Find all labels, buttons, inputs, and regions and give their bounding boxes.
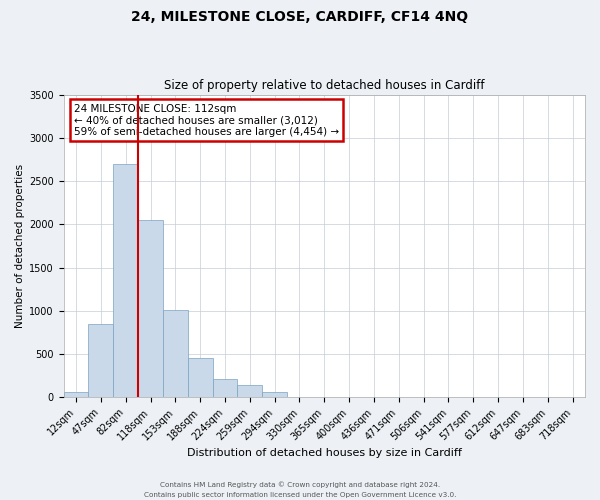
Bar — [212, 378, 238, 397]
Bar — [238, 384, 262, 397]
Text: Contains public sector information licensed under the Open Government Licence v3: Contains public sector information licen… — [144, 492, 456, 498]
Y-axis label: Number of detached properties: Number of detached properties — [15, 164, 25, 328]
Bar — [163, 310, 188, 397]
Bar — [262, 392, 287, 397]
Text: 24 MILESTONE CLOSE: 112sqm
← 40% of detached houses are smaller (3,012)
59% of s: 24 MILESTONE CLOSE: 112sqm ← 40% of deta… — [74, 104, 339, 137]
Title: Size of property relative to detached houses in Cardiff: Size of property relative to detached ho… — [164, 79, 485, 92]
Bar — [88, 324, 113, 397]
X-axis label: Distribution of detached houses by size in Cardiff: Distribution of detached houses by size … — [187, 448, 462, 458]
Bar — [188, 358, 212, 397]
Bar — [113, 164, 138, 397]
Text: Contains HM Land Registry data © Crown copyright and database right 2024.: Contains HM Land Registry data © Crown c… — [160, 481, 440, 488]
Bar — [138, 220, 163, 397]
Text: 24, MILESTONE CLOSE, CARDIFF, CF14 4NQ: 24, MILESTONE CLOSE, CARDIFF, CF14 4NQ — [131, 10, 469, 24]
Bar — [64, 392, 88, 397]
